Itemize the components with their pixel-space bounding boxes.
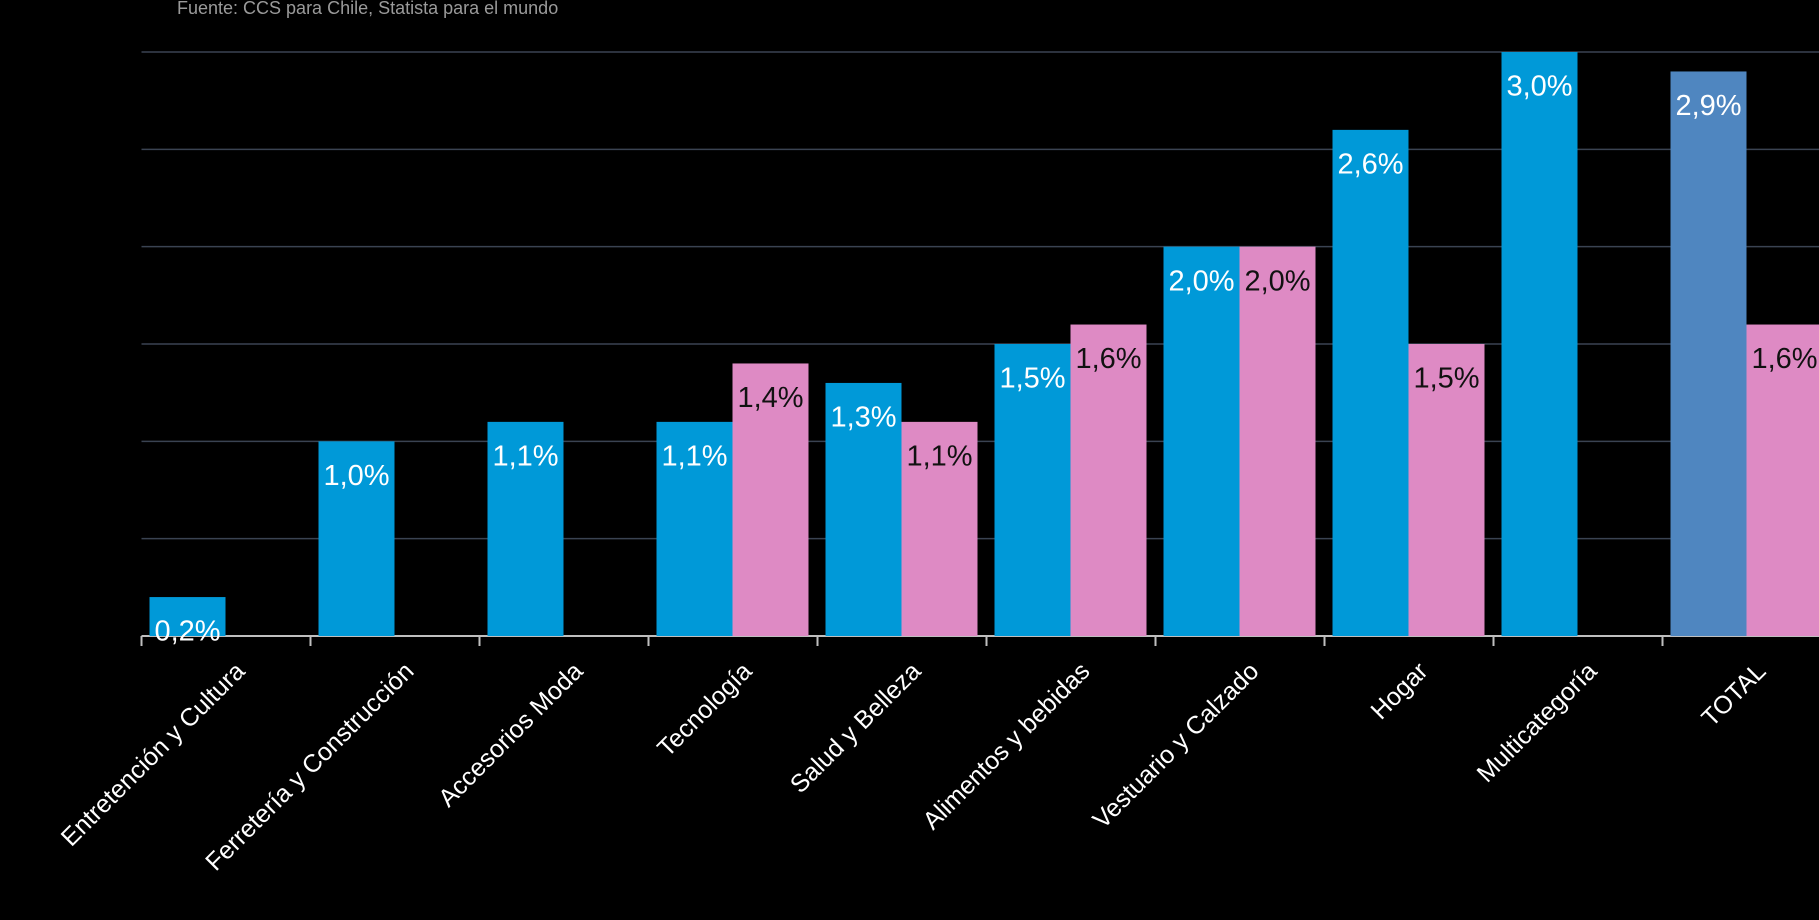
bar (1408, 344, 1485, 636)
source-note: Fuente: CCS para Chile, Statista para el… (177, 0, 558, 18)
x-tick-label: Alimentos y bebidas (917, 657, 1095, 835)
value-label: 2,9% (1675, 90, 1741, 122)
value-label: 2,0% (1168, 265, 1234, 297)
value-label: 1,5% (1413, 363, 1479, 395)
bar (1746, 324, 1819, 636)
value-label: 1,5% (999, 363, 1065, 395)
bar (1239, 246, 1316, 636)
value-label: 1,6% (1751, 343, 1817, 375)
x-tick-label: Accesorios Moda (433, 657, 588, 812)
value-label: 1,1% (906, 441, 972, 473)
bar (1670, 71, 1747, 636)
bar (732, 363, 809, 636)
value-label: 1,0% (323, 460, 389, 492)
bar (149, 597, 226, 636)
bar (656, 421, 733, 636)
value-label: 1,6% (1075, 343, 1141, 375)
x-tick-label: Multicategoría (1472, 657, 1603, 788)
value-label: 1,3% (830, 402, 896, 434)
value-label: 1,4% (737, 382, 803, 414)
bar (318, 441, 395, 636)
value-label: 2,0% (1244, 265, 1310, 297)
x-tick-label: Tecnología (652, 657, 757, 762)
x-tick-label: Hogar (1365, 657, 1433, 725)
x-tick-label: Vestuario y Calzado (1087, 657, 1264, 834)
bar (1332, 129, 1409, 636)
bar (1501, 52, 1578, 636)
value-label: 1,1% (661, 441, 727, 473)
value-label: 1,1% (492, 441, 558, 473)
bar (901, 421, 978, 636)
bar (825, 382, 902, 636)
x-tick-label: Salud y Belleza (785, 657, 927, 799)
value-label: 3,0% (1506, 71, 1572, 103)
bar (994, 344, 1071, 636)
x-tick-label: TOTAL (1696, 657, 1771, 732)
bar (487, 421, 564, 636)
value-label: 2,6% (1337, 149, 1403, 181)
x-tick-label: Entretención y Cultura (56, 657, 251, 852)
bar (1070, 324, 1147, 636)
value-label: 0,2% (154, 616, 220, 648)
bar (1163, 246, 1240, 636)
